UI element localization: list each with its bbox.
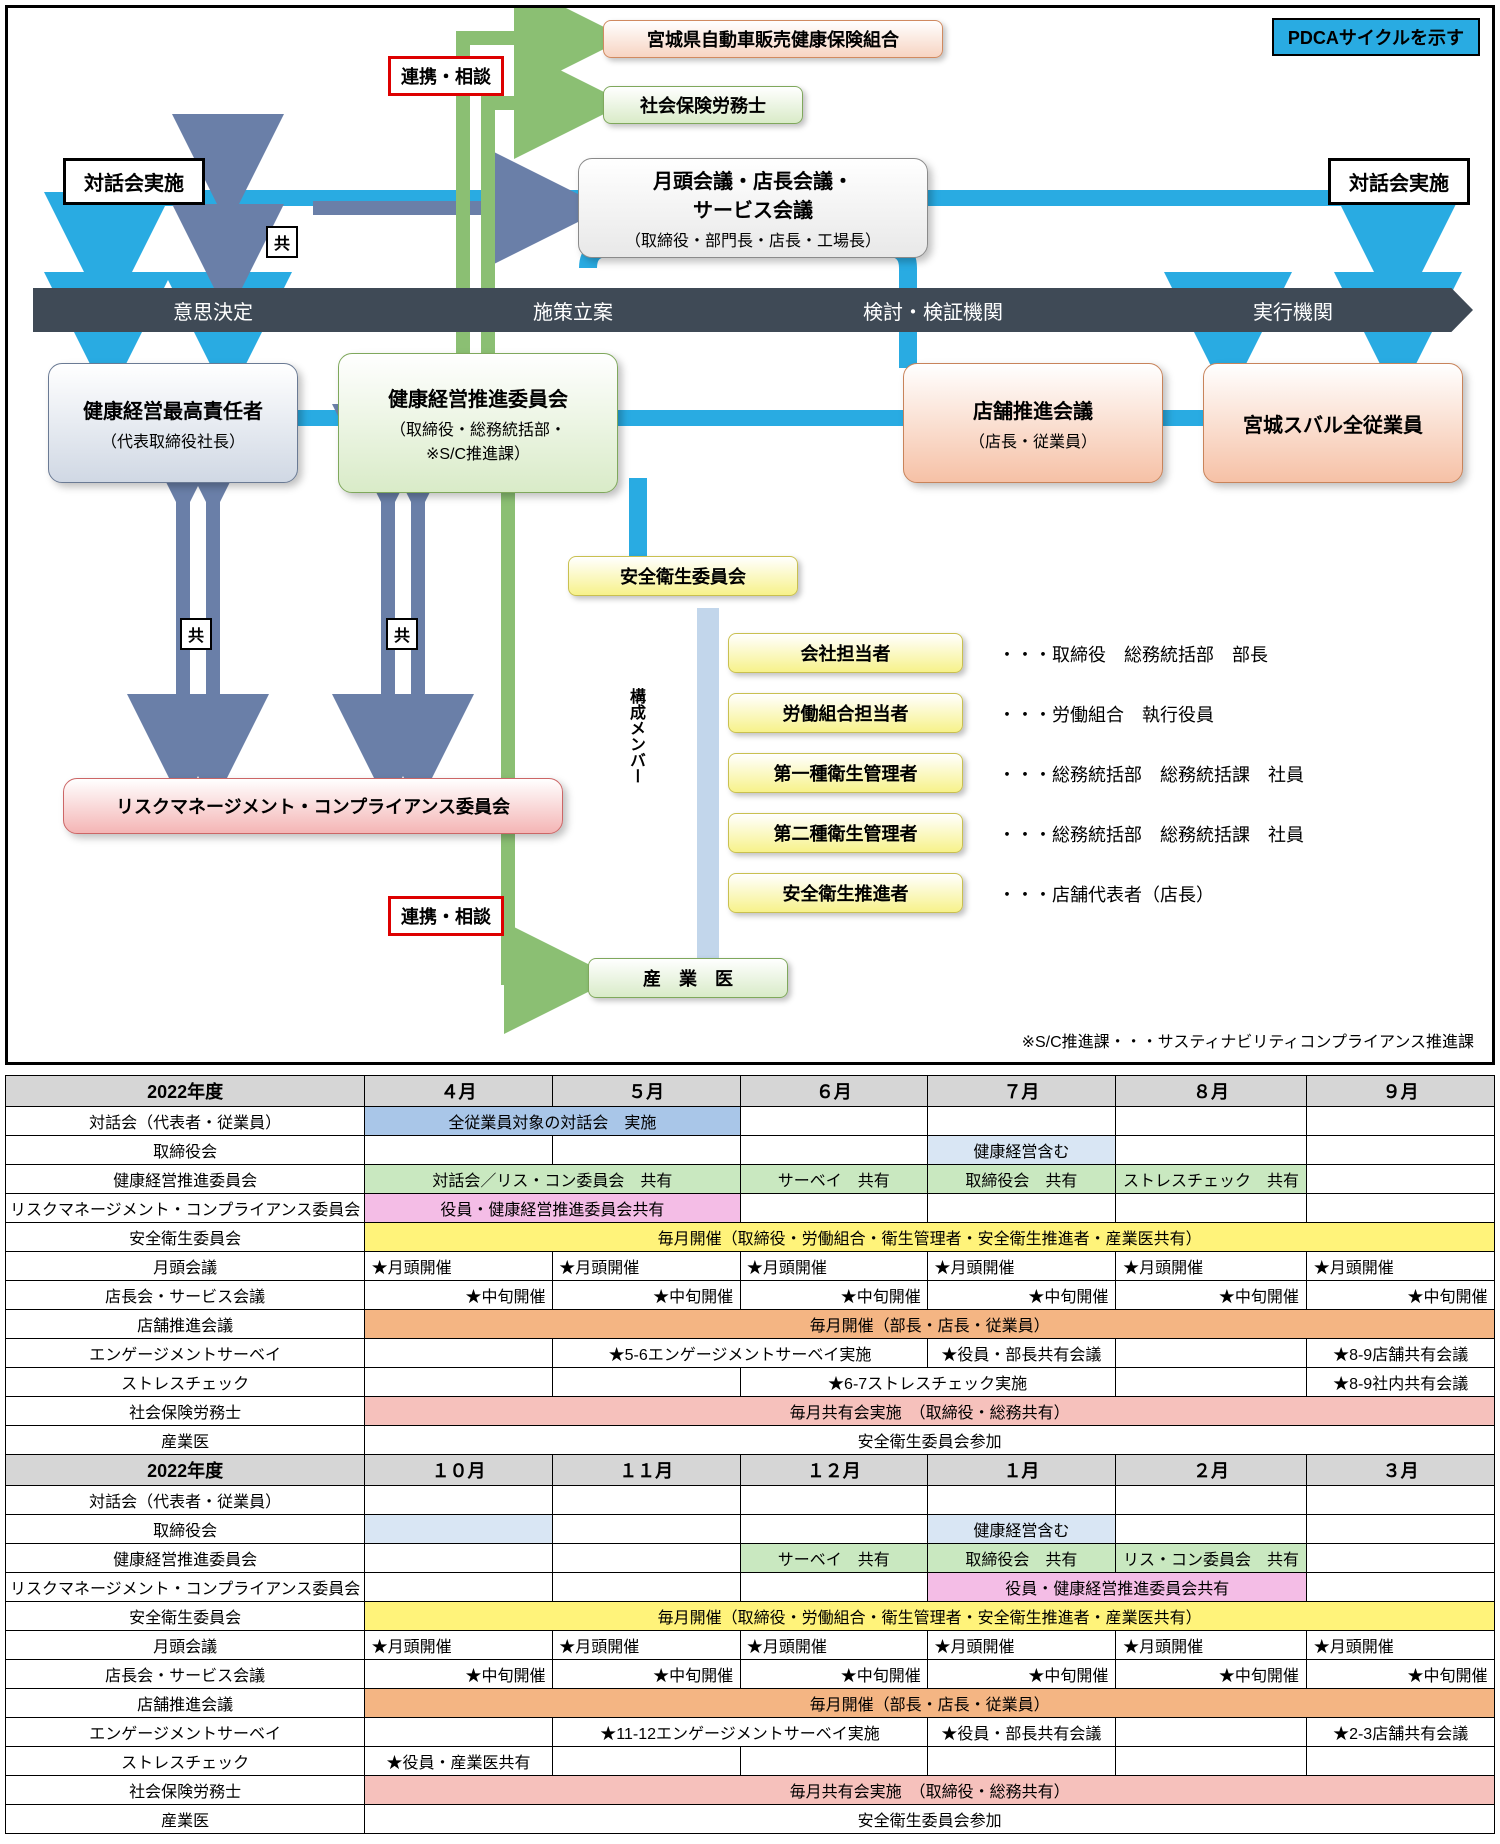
tag-dialog-left: 対話会実施	[63, 158, 205, 205]
member-box: 安全衛生推進者	[728, 873, 963, 913]
node-hoken: 宮城県自動車販売健康保険組合	[603, 20, 943, 58]
phase-1: 意思決定	[33, 296, 393, 325]
node-risk: リスクマネージメント・コンプライアンス委員会	[63, 778, 563, 834]
member-desc: ・・・取締役 総務統括部 部長	[998, 641, 1268, 667]
phase-3: 検討・検証機関	[753, 296, 1113, 325]
node-ceo: 健康経営最高責任者（代表取締役社長）	[48, 363, 298, 483]
org-diagram: PDCAサイクルを示す	[5, 5, 1495, 1065]
tag-dialog-right: 対話会実施	[1328, 158, 1470, 205]
phase-4: 実行機関	[1113, 296, 1473, 325]
member-desc: ・・・店舗代表者（店長）	[998, 881, 1214, 907]
phase-bar: 意思決定 施策立案 検討・検証機関 実行機関	[33, 288, 1473, 332]
tag-renkei-bottom: 連携・相談	[388, 896, 504, 936]
schedule-table: 2022年度４月５月６月７月８月９月対話会（代表者・従業員）全従業員対象の対話会…	[5, 1075, 1495, 1834]
node-suisin: 健康経営推進委員会（取締役・総務統括部・ ※S/C推進課）	[338, 353, 618, 493]
member-box: 第二種衛生管理者	[728, 813, 963, 853]
member-box: 第一種衛生管理者	[728, 753, 963, 793]
node-all: 宮城スバル全従業員	[1203, 363, 1463, 483]
tag-renkei-top: 連携・相談	[388, 56, 504, 96]
share-3: 共	[386, 618, 418, 650]
member-desc: ・・・総務統括部 総務統括課 社員	[998, 761, 1304, 787]
node-gekkou: 月頭会議・店長会議・ サービス会議 （取締役・部門長・店長・工場長）	[578, 158, 928, 258]
member-desc: ・・・総務統括部 総務統括課 社員	[998, 821, 1304, 847]
member-heading: 構成メンバー	[623, 688, 647, 784]
node-tenpo: 店舗推進会議（店長・従業員）	[903, 363, 1163, 483]
legend-badge: PDCAサイクルを示す	[1272, 18, 1480, 56]
member-box: 労働組合担当者	[728, 693, 963, 733]
share-1: 共	[266, 226, 298, 258]
phase-2: 施策立案	[393, 296, 753, 325]
footnote: ※S/C推進課・・・サスティナビリティコンプライアンス推進課	[1022, 1028, 1474, 1052]
member-desc: ・・・労働組合 執行役員	[998, 701, 1214, 727]
node-anzen: 安全衛生委員会	[568, 556, 798, 596]
share-2: 共	[180, 618, 212, 650]
node-sangyoi: 産 業 医	[588, 958, 788, 998]
member-box: 会社担当者	[728, 633, 963, 673]
node-sharoshi: 社会保険労務士	[603, 86, 803, 124]
